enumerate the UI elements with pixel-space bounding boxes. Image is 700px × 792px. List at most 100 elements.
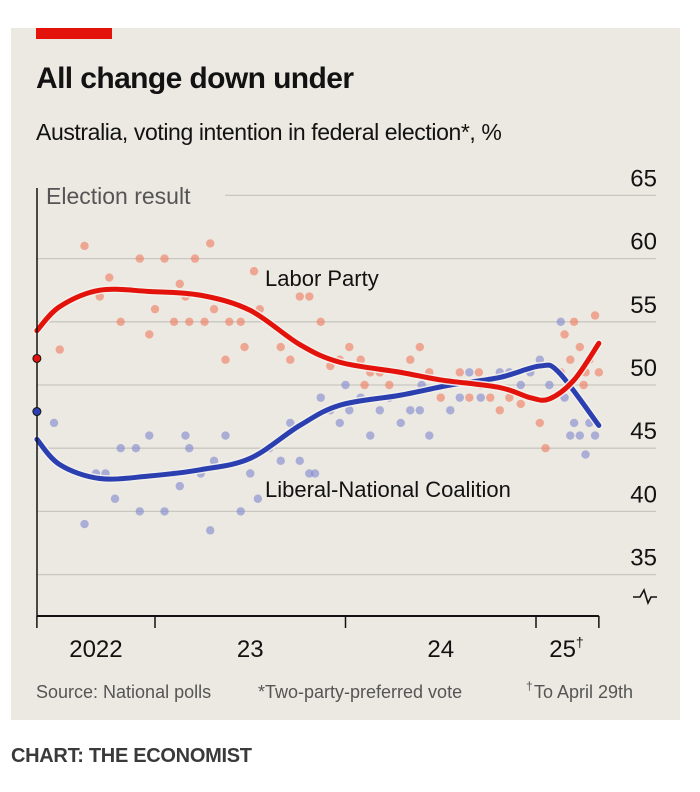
chart-title: All change down under [36,62,354,95]
labor-poll-dot [145,330,154,339]
election-result-label: Election result [46,183,191,209]
coalition-poll-dot [175,481,184,491]
election-result-labor-marker [32,353,42,363]
labor-poll-dot [406,355,415,364]
coalition-poll-dot [286,418,295,428]
labor-poll-dot [276,342,285,352]
labor-poll-dot [474,368,484,377]
coalition-poll-dot [455,393,464,402]
labor-poll-dot [221,355,230,364]
labor-poll-dot [535,418,545,428]
footnote-april: To April 29th [534,682,633,702]
labor-poll-dot [105,273,114,282]
coalition-poll-dot [415,406,424,415]
coalition-poll-dot [206,526,215,535]
coalition-poll-dot [276,456,285,466]
x-tick-label: 23 [237,636,264,663]
chart-credit: CHART: THE ECONOMIST [11,745,252,767]
labor-poll-dot [516,399,525,409]
brand-red-bar [36,28,112,39]
labor-poll-dot [185,317,194,326]
coalition-poll-dot [341,380,350,390]
coalition-poll-dot [135,507,144,516]
labor-poll-dot [55,345,64,354]
labor-poll-dot [150,304,160,314]
labor-poll-dot [160,254,169,263]
y-tick-label: 45 [630,418,657,445]
labor-poll-dot [236,317,245,326]
labor-poll-dot [286,355,295,364]
labor-poll-dot [495,406,505,415]
chart-svg: 35 40 45 50 55 60 65 2022 23 24 25† Election resul… [32,165,657,702]
chart-subtitle: Australia, voting intention in federal e… [36,119,502,145]
labor-poll-dot [560,330,569,339]
coalition-poll-dot [221,431,230,440]
coalition-poll-dot [581,450,590,459]
coalition-poll-dot [569,418,579,428]
coalition-poll-dot [516,380,525,390]
coalition-poll-dot [446,406,455,415]
footnote-dagger: † [526,679,533,693]
coalition-poll-dot [181,431,190,440]
series-label-coalition: Liberal-National Coalition [265,477,511,502]
y-tick-label: 65 [630,165,657,192]
labor-poll-dot [569,317,579,326]
y-tick-label: 60 [630,229,657,256]
labor-trend-halo [32,285,603,405]
labor-poll-dot [415,342,424,352]
labor-poll-dot [209,304,219,314]
coalition-trend-halo [32,361,603,484]
labor-poll-dot [385,380,394,390]
labor-trend-line [34,286,602,403]
labor-poll-dot [175,279,184,289]
coalition-poll-dot [396,418,405,428]
labor-poll-dot [505,393,514,402]
coalition-poll-dot [160,507,169,516]
x-tick-label: 25† [549,634,584,663]
coalition-poll-dot [145,431,154,440]
series-label-labor: Labor Party [265,266,379,291]
labor-poll-dot [116,317,125,326]
chart-panel [11,28,680,720]
y-tick-label: 50 [630,355,657,382]
coalition-poll-dot [590,431,600,440]
labor-poll-dot [360,380,369,390]
labor-poll-dot [465,393,474,402]
coalition-poll-dot [345,406,354,415]
footnote-two-party: *Two-party-preferred vote [258,682,462,702]
x-tick-label: 2022 [69,636,122,663]
labor-poll-dot [249,267,259,276]
coalition-poll-dot [49,418,59,428]
coalition-poll-dot [185,444,194,453]
labor-poll-dot [240,342,249,352]
coalition-poll-dot [335,418,344,428]
source-note: Source: National polls [36,682,211,702]
coalition-poll-dot [366,431,375,440]
coalition-poll-dot [246,469,255,478]
labor-poll-dot [594,368,604,377]
labor-poll-dot [206,239,215,248]
labor-poll-dot [169,317,179,326]
labor-poll-dot [575,342,585,352]
coalition-poll-dot [116,444,125,453]
coalition-poll-dot [236,507,245,516]
labor-poll-dot [345,342,354,352]
labor-poll-dot [316,317,325,326]
labor-poll-dot [486,393,495,402]
coalition-poll-dot [80,519,89,529]
coalition-poll-dot [209,456,219,466]
coalition-trend-line [34,362,602,482]
coalition-poll-dot [110,494,120,503]
labor-poll-dot [590,311,600,320]
y-tick-label: 40 [630,481,657,508]
y-tick-label: 55 [630,292,657,319]
coalition-poll-dot [310,469,320,478]
labor-poll-dot [541,444,550,453]
axis-break-icon [633,587,657,606]
election-result-coalition-marker [32,407,42,417]
labor-poll-dot [455,368,464,377]
labor-poll-dot [305,292,314,301]
coalition-poll-dot [575,431,585,440]
labor-poll-dot [225,317,234,326]
labor-poll-dot [200,317,209,326]
